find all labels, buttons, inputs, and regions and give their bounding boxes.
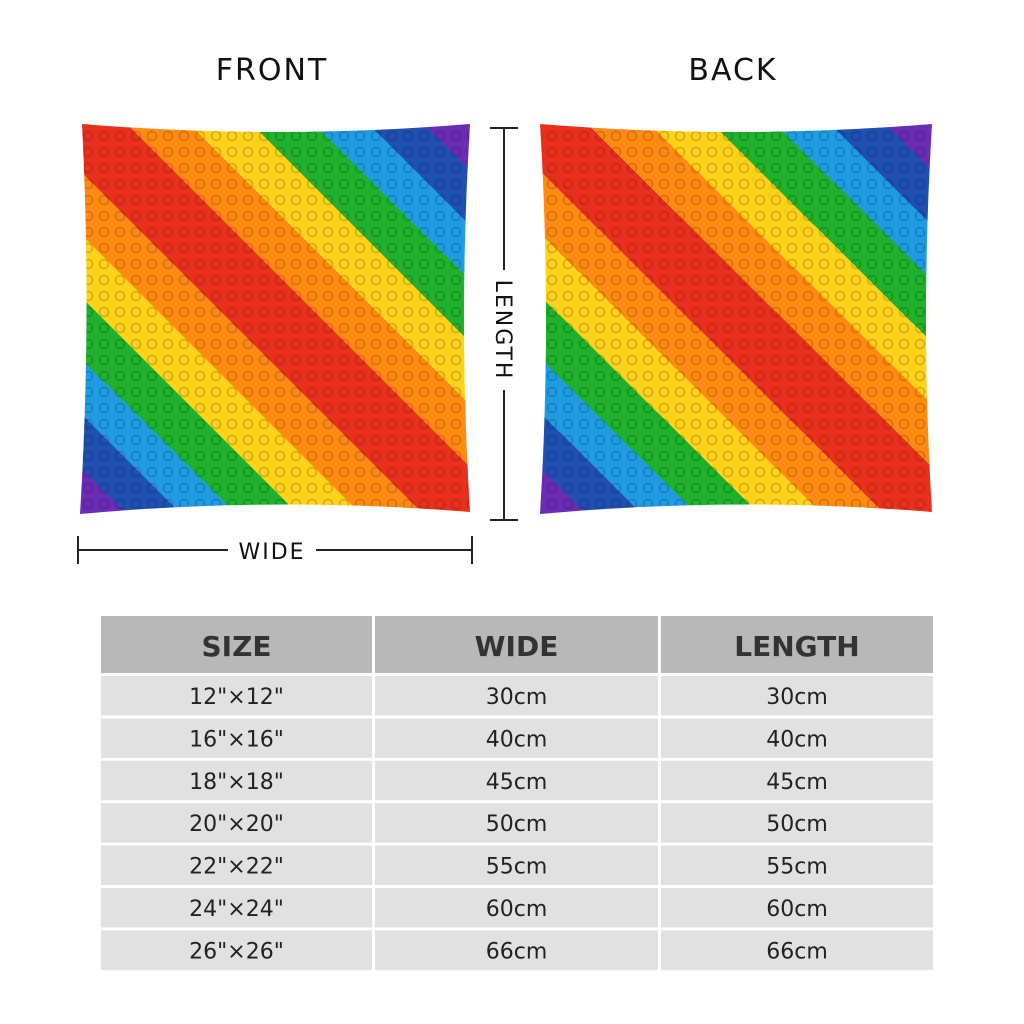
table-cell (661, 803, 933, 843)
back-label: BACK (688, 53, 777, 88)
table-cell (375, 718, 658, 758)
cell-text: 55cm (486, 855, 548, 880)
table-cell (101, 888, 372, 928)
cell-text: 26"×26" (189, 939, 284, 964)
header-text: LENGTH (734, 630, 859, 663)
table-cell (101, 845, 372, 886)
cell-text: 45cm (486, 770, 548, 795)
cell-text: 18"×18" (189, 770, 284, 795)
cell-text: 12"×12" (189, 685, 284, 710)
table-cell (101, 803, 372, 843)
front-pillow (80, 124, 470, 514)
cell-text: 22"×22" (189, 855, 284, 880)
table-cell (101, 676, 372, 716)
wide-dimension (77, 536, 473, 564)
table-cell (661, 760, 933, 801)
cell-text: 40cm (486, 727, 548, 752)
cell-text: 24"×24" (189, 897, 284, 922)
table-cell (661, 676, 933, 716)
table-cell (375, 930, 658, 970)
cell-text: 60cm (766, 897, 828, 922)
cell-text: 50cm (486, 812, 548, 837)
table-cell (375, 888, 658, 928)
table-cell (101, 760, 372, 801)
cell-text: 50cm (766, 812, 828, 837)
header-cell (101, 616, 372, 673)
cell-text: 55cm (766, 855, 828, 880)
back-pillow (540, 124, 932, 514)
cell-text: 45cm (766, 770, 828, 795)
cell-text: 40cm (766, 727, 828, 752)
length-label: LENGTH (490, 280, 515, 381)
table-cell (375, 760, 658, 801)
table-cell (375, 845, 658, 886)
table-cell (661, 888, 933, 928)
table-cell (101, 930, 372, 970)
cell-text: 20"×20" (189, 812, 284, 837)
size-table: SIZE WIDE LENGTH 12"×12" 30cm 30cm 16"×16" 40cm… (101, 616, 933, 970)
front-label: FRONT (216, 53, 328, 88)
header-text: SIZE (201, 630, 271, 663)
header-text: WIDE (475, 630, 559, 663)
cell-text: 66cm (486, 939, 548, 964)
cell-text: 16"×16" (189, 727, 284, 752)
table-cell (661, 845, 933, 886)
table-cell (661, 930, 933, 970)
header-cell (661, 616, 933, 673)
table-cell (661, 718, 933, 758)
header-cell (375, 616, 658, 673)
table-cell (375, 803, 658, 843)
cell-text: 30cm (766, 685, 828, 710)
length-dimension (490, 127, 518, 521)
wide-label: WIDE (238, 540, 305, 565)
cell-text: 30cm (486, 685, 548, 710)
cell-text: 60cm (486, 897, 548, 922)
table-cell (375, 676, 658, 716)
cell-text: 66cm (766, 939, 828, 964)
table-cell (101, 718, 372, 758)
